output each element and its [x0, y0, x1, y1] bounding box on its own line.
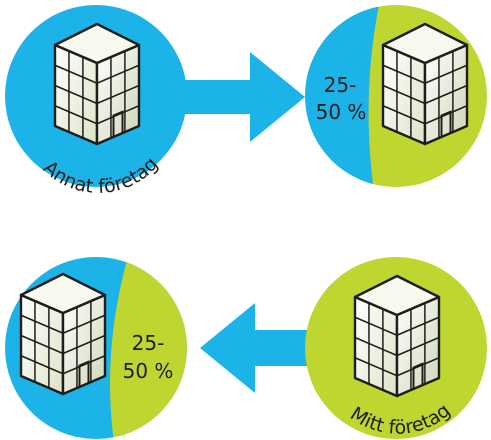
share-label-line2: 50 % — [123, 359, 174, 383]
other-company-node-top: Annat företag — [5, 5, 187, 198]
building-icon — [53, 22, 141, 146]
building-icon — [19, 272, 107, 396]
building-icon — [381, 22, 469, 146]
arrow-right-icon — [180, 52, 305, 142]
other-company-node-bottom: 25- 50 % — [5, 257, 187, 439]
building-icon — [353, 274, 441, 398]
share-label-line2: 50 % — [316, 100, 367, 124]
my-company-node-top: 25- 50 % — [305, 5, 487, 187]
arrow-left-icon — [200, 303, 320, 393]
share-label-line1: 25- — [132, 331, 165, 355]
my-company-node-bottom: Mitt företag — [305, 257, 487, 439]
share-label-line1: 25- — [324, 73, 357, 97]
